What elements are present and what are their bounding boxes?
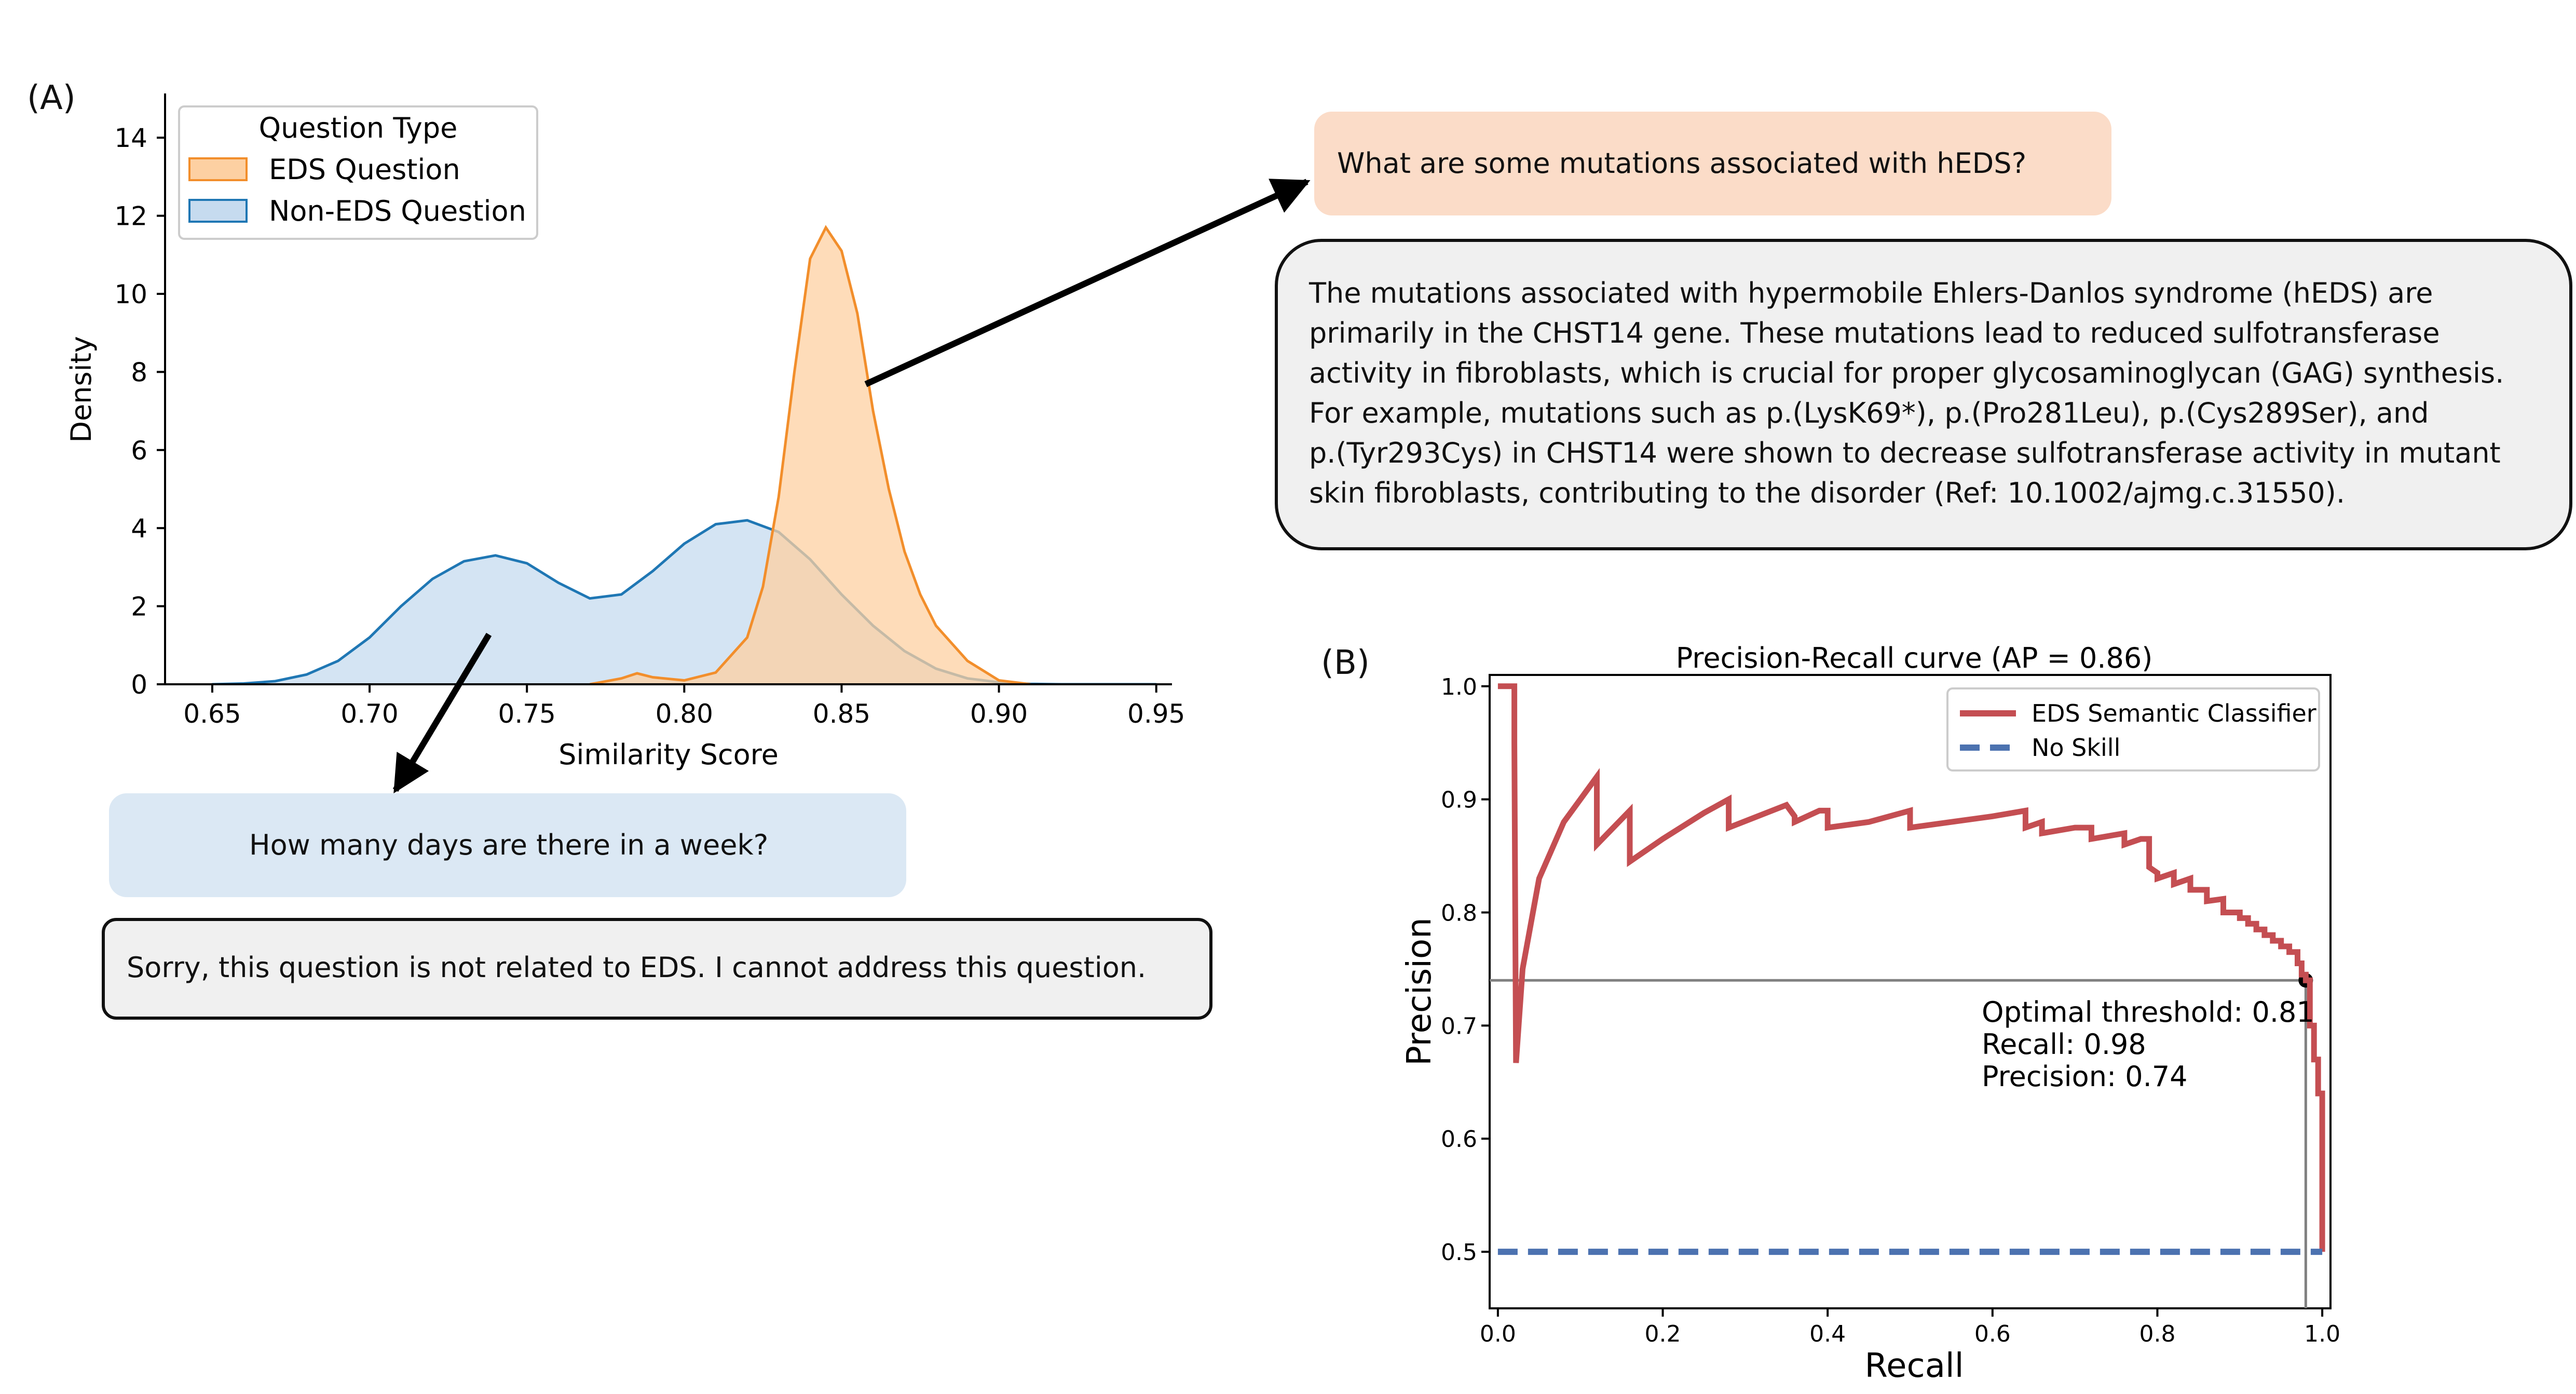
y-tick-label: 14 [114,123,147,153]
non-eds-question-text: How many days are there in a week? [249,829,769,861]
optimal-recall-annotation: Recall: 0.98 [1982,1028,2146,1061]
optimal-threshold-annotation: Optimal threshold: 0.81 [1982,996,2314,1028]
x-tick-label: 0.85 [813,699,870,729]
pr-x-tick-label: 1.0 [2304,1321,2340,1347]
legend: Question Type EDS Question Non-EDS Quest… [178,105,538,240]
y-tick-label: 8 [131,357,147,387]
pr-x-tick-label: 0.4 [1809,1321,1846,1347]
y-tick-label: 2 [131,592,147,622]
arrow-to-eds-question [864,179,1311,387]
density-chart: 0.65 0.70 0.75 0.80 0.85 0.90 0.9502468101214 … [65,93,1311,794]
pr-x-tick-label: 0.6 [1974,1321,2011,1347]
x-tick-label: 0.90 [970,699,1028,729]
pr-x-tick-label: 0.2 [1645,1321,1681,1347]
pr-y-tick-label: 0.5 [1441,1239,1477,1266]
legend-frame [178,105,538,240]
legend-label-eds: EDS Question [269,153,460,186]
eds-answer-line: activity in fibroblasts, which is crucia… [1309,357,2504,389]
x-tick-label: 0.95 [1127,699,1185,729]
eds-answer-bubble: The mutations associated with hypermobil… [1275,239,2572,550]
legend-label-noneds: Non-EDS Question [269,195,526,227]
legend-swatch-noneds [188,199,248,223]
legend-swatch-eds [188,157,248,181]
y-tick-label: 12 [114,201,147,232]
y-tick-label: 6 [131,436,147,466]
precision-recall-chart: Precision-Recall curve (AP = 0.86) 0.0 0.… [1400,642,2340,1385]
pr-plot-frame [1489,674,2332,1309]
eds-answer-line: The mutations associated with hypermobil… [1309,277,2433,309]
non-eds-answer-bubble: Sorry, this question is not related to E… [102,918,1212,1020]
pr-x-tick-label: 0.8 [2139,1321,2175,1347]
panel-b-label: (B) [1321,644,1370,682]
non-eds-answer-text: Sorry, this question is not related to E… [127,951,1147,984]
pr-legend-label-noskill: No Skill [2032,734,2120,762]
eds-answer-line: skin fibroblasts, contributing to the di… [1309,477,2346,509]
x-tick-label: 0.80 [656,699,713,729]
pr-chart-title: Precision-Recall curve (AP = 0.86) [1676,642,2153,674]
y-axis-label: Density [65,336,98,442]
x-tick-label: 0.70 [340,699,398,729]
eds-answer-line: For example, mutations such as p.(LysK69… [1309,397,2429,429]
eds-question-text: What are some mutations associated with … [1337,147,2027,180]
panel-a-label: (A) [27,79,76,117]
pr-y-tick-label: 0.6 [1441,1126,1477,1153]
y-tick-label: 0 [131,670,147,700]
eds-answer-line: p.(Tyr293Cys) in CHST14 were shown to de… [1309,437,2501,469]
x-axis-label: Similarity Score [558,738,779,771]
classifier-pr-curve [1497,683,2325,1252]
pr-y-tick-label: 0.8 [1441,900,1477,927]
y-tick-label: 10 [114,279,147,309]
eds-answer-line: primarily in the CHST14 gene. These muta… [1309,317,2440,349]
non-eds-question-bubble: How many days are there in a week? [109,793,906,897]
pr-y-tick-label: 0.7 [1441,1013,1477,1039]
legend-title: Question Type [259,112,458,144]
pr-legend-frame [1946,687,2320,772]
x-tick-label: 0.75 [498,699,556,729]
pr-y-tick-label: 1.0 [1441,674,1477,700]
x-tick-label: 0.65 [183,699,241,729]
pr-x-tick-label: 0.0 [1480,1321,1516,1347]
non-eds-density-area [212,520,1156,684]
pr-y-axis-label: Precision [1400,917,1439,1066]
pr-y-tick-label: 0.9 [1441,787,1477,814]
eds-density-line [589,225,1031,685]
arrow-to-non-eds-question [392,632,492,794]
pr-legend-label-classifier: EDS Semantic Classifier [2032,699,2316,727]
y-tick-label: 4 [131,513,147,544]
optimal-precision-annotation: Precision: 0.74 [1982,1060,2188,1093]
pr-legend: EDS Semantic Classifier No Skill [1946,687,2320,772]
eds-question-bubble: What are some mutations associated with … [1314,112,2111,215]
pr-x-axis-label: Recall [1865,1347,1964,1385]
eds-density-area [590,227,1031,684]
